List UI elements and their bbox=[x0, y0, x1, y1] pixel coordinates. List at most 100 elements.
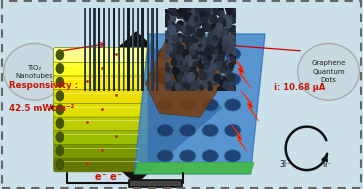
Circle shape bbox=[191, 25, 197, 33]
Circle shape bbox=[224, 81, 229, 87]
Circle shape bbox=[207, 42, 215, 52]
Circle shape bbox=[175, 24, 180, 31]
Circle shape bbox=[233, 13, 236, 17]
Circle shape bbox=[224, 37, 231, 46]
Circle shape bbox=[231, 18, 233, 22]
Circle shape bbox=[209, 75, 215, 81]
Circle shape bbox=[202, 47, 207, 52]
Circle shape bbox=[201, 19, 205, 24]
Circle shape bbox=[171, 43, 179, 52]
Circle shape bbox=[195, 27, 199, 32]
Circle shape bbox=[191, 15, 196, 20]
Circle shape bbox=[210, 15, 217, 23]
Circle shape bbox=[214, 61, 220, 67]
Circle shape bbox=[184, 26, 190, 33]
Circle shape bbox=[200, 39, 203, 43]
Circle shape bbox=[175, 33, 183, 43]
Circle shape bbox=[221, 81, 227, 88]
Circle shape bbox=[227, 12, 230, 16]
Circle shape bbox=[165, 21, 170, 27]
Circle shape bbox=[212, 32, 220, 41]
Circle shape bbox=[173, 51, 176, 55]
Circle shape bbox=[208, 86, 212, 91]
Circle shape bbox=[211, 35, 217, 42]
Circle shape bbox=[205, 21, 209, 26]
Circle shape bbox=[233, 59, 238, 64]
Text: i: 10.68 μA: i: 10.68 μA bbox=[274, 83, 326, 92]
Circle shape bbox=[189, 9, 197, 17]
Circle shape bbox=[228, 40, 233, 47]
Circle shape bbox=[170, 24, 176, 30]
Circle shape bbox=[211, 27, 214, 30]
Circle shape bbox=[196, 14, 204, 23]
Circle shape bbox=[203, 44, 210, 52]
Circle shape bbox=[196, 86, 200, 90]
Circle shape bbox=[174, 60, 179, 66]
Circle shape bbox=[203, 22, 209, 29]
Circle shape bbox=[166, 76, 170, 80]
Circle shape bbox=[227, 35, 234, 44]
Circle shape bbox=[216, 46, 220, 50]
Circle shape bbox=[181, 78, 187, 85]
Circle shape bbox=[183, 35, 189, 43]
Circle shape bbox=[214, 36, 217, 39]
Circle shape bbox=[200, 72, 207, 80]
Circle shape bbox=[208, 32, 216, 40]
Circle shape bbox=[169, 8, 175, 15]
Circle shape bbox=[206, 45, 214, 55]
Circle shape bbox=[199, 44, 202, 47]
Circle shape bbox=[229, 20, 232, 24]
Circle shape bbox=[219, 54, 224, 61]
Circle shape bbox=[162, 10, 170, 19]
Circle shape bbox=[227, 43, 233, 51]
Circle shape bbox=[221, 18, 226, 23]
Bar bbox=[103, 8, 105, 91]
Bar bbox=[108, 8, 110, 91]
Circle shape bbox=[230, 13, 238, 23]
FancyBboxPatch shape bbox=[54, 116, 148, 131]
Ellipse shape bbox=[56, 104, 64, 115]
Circle shape bbox=[225, 45, 232, 54]
Circle shape bbox=[223, 16, 230, 24]
Circle shape bbox=[192, 44, 197, 49]
Circle shape bbox=[185, 54, 189, 59]
Circle shape bbox=[198, 59, 205, 67]
Circle shape bbox=[229, 26, 234, 32]
Circle shape bbox=[218, 17, 223, 23]
Circle shape bbox=[177, 69, 183, 76]
Circle shape bbox=[228, 12, 230, 16]
FancyBboxPatch shape bbox=[54, 102, 148, 117]
Circle shape bbox=[181, 26, 187, 33]
Circle shape bbox=[205, 65, 209, 70]
Circle shape bbox=[184, 62, 192, 71]
Circle shape bbox=[231, 38, 238, 47]
Circle shape bbox=[231, 30, 239, 40]
Circle shape bbox=[200, 67, 205, 74]
Circle shape bbox=[217, 8, 224, 16]
Ellipse shape bbox=[157, 99, 174, 111]
Circle shape bbox=[191, 48, 196, 54]
Circle shape bbox=[219, 76, 227, 85]
Text: Graphene
Quantum
Dots: Graphene Quantum Dots bbox=[311, 60, 346, 83]
Circle shape bbox=[220, 21, 223, 26]
Ellipse shape bbox=[202, 124, 218, 136]
Circle shape bbox=[206, 37, 212, 44]
Circle shape bbox=[171, 87, 178, 95]
Circle shape bbox=[191, 70, 198, 79]
Circle shape bbox=[200, 64, 207, 73]
Circle shape bbox=[165, 47, 173, 56]
Circle shape bbox=[225, 14, 232, 22]
Ellipse shape bbox=[202, 73, 218, 85]
Bar bbox=[141, 8, 144, 91]
Circle shape bbox=[179, 38, 182, 42]
Circle shape bbox=[199, 18, 204, 24]
Circle shape bbox=[206, 14, 215, 24]
Circle shape bbox=[205, 51, 209, 56]
Circle shape bbox=[197, 29, 204, 37]
Circle shape bbox=[203, 56, 209, 63]
Circle shape bbox=[215, 62, 221, 70]
Circle shape bbox=[223, 64, 229, 71]
Circle shape bbox=[225, 37, 232, 44]
Circle shape bbox=[184, 13, 192, 22]
Circle shape bbox=[227, 46, 230, 50]
